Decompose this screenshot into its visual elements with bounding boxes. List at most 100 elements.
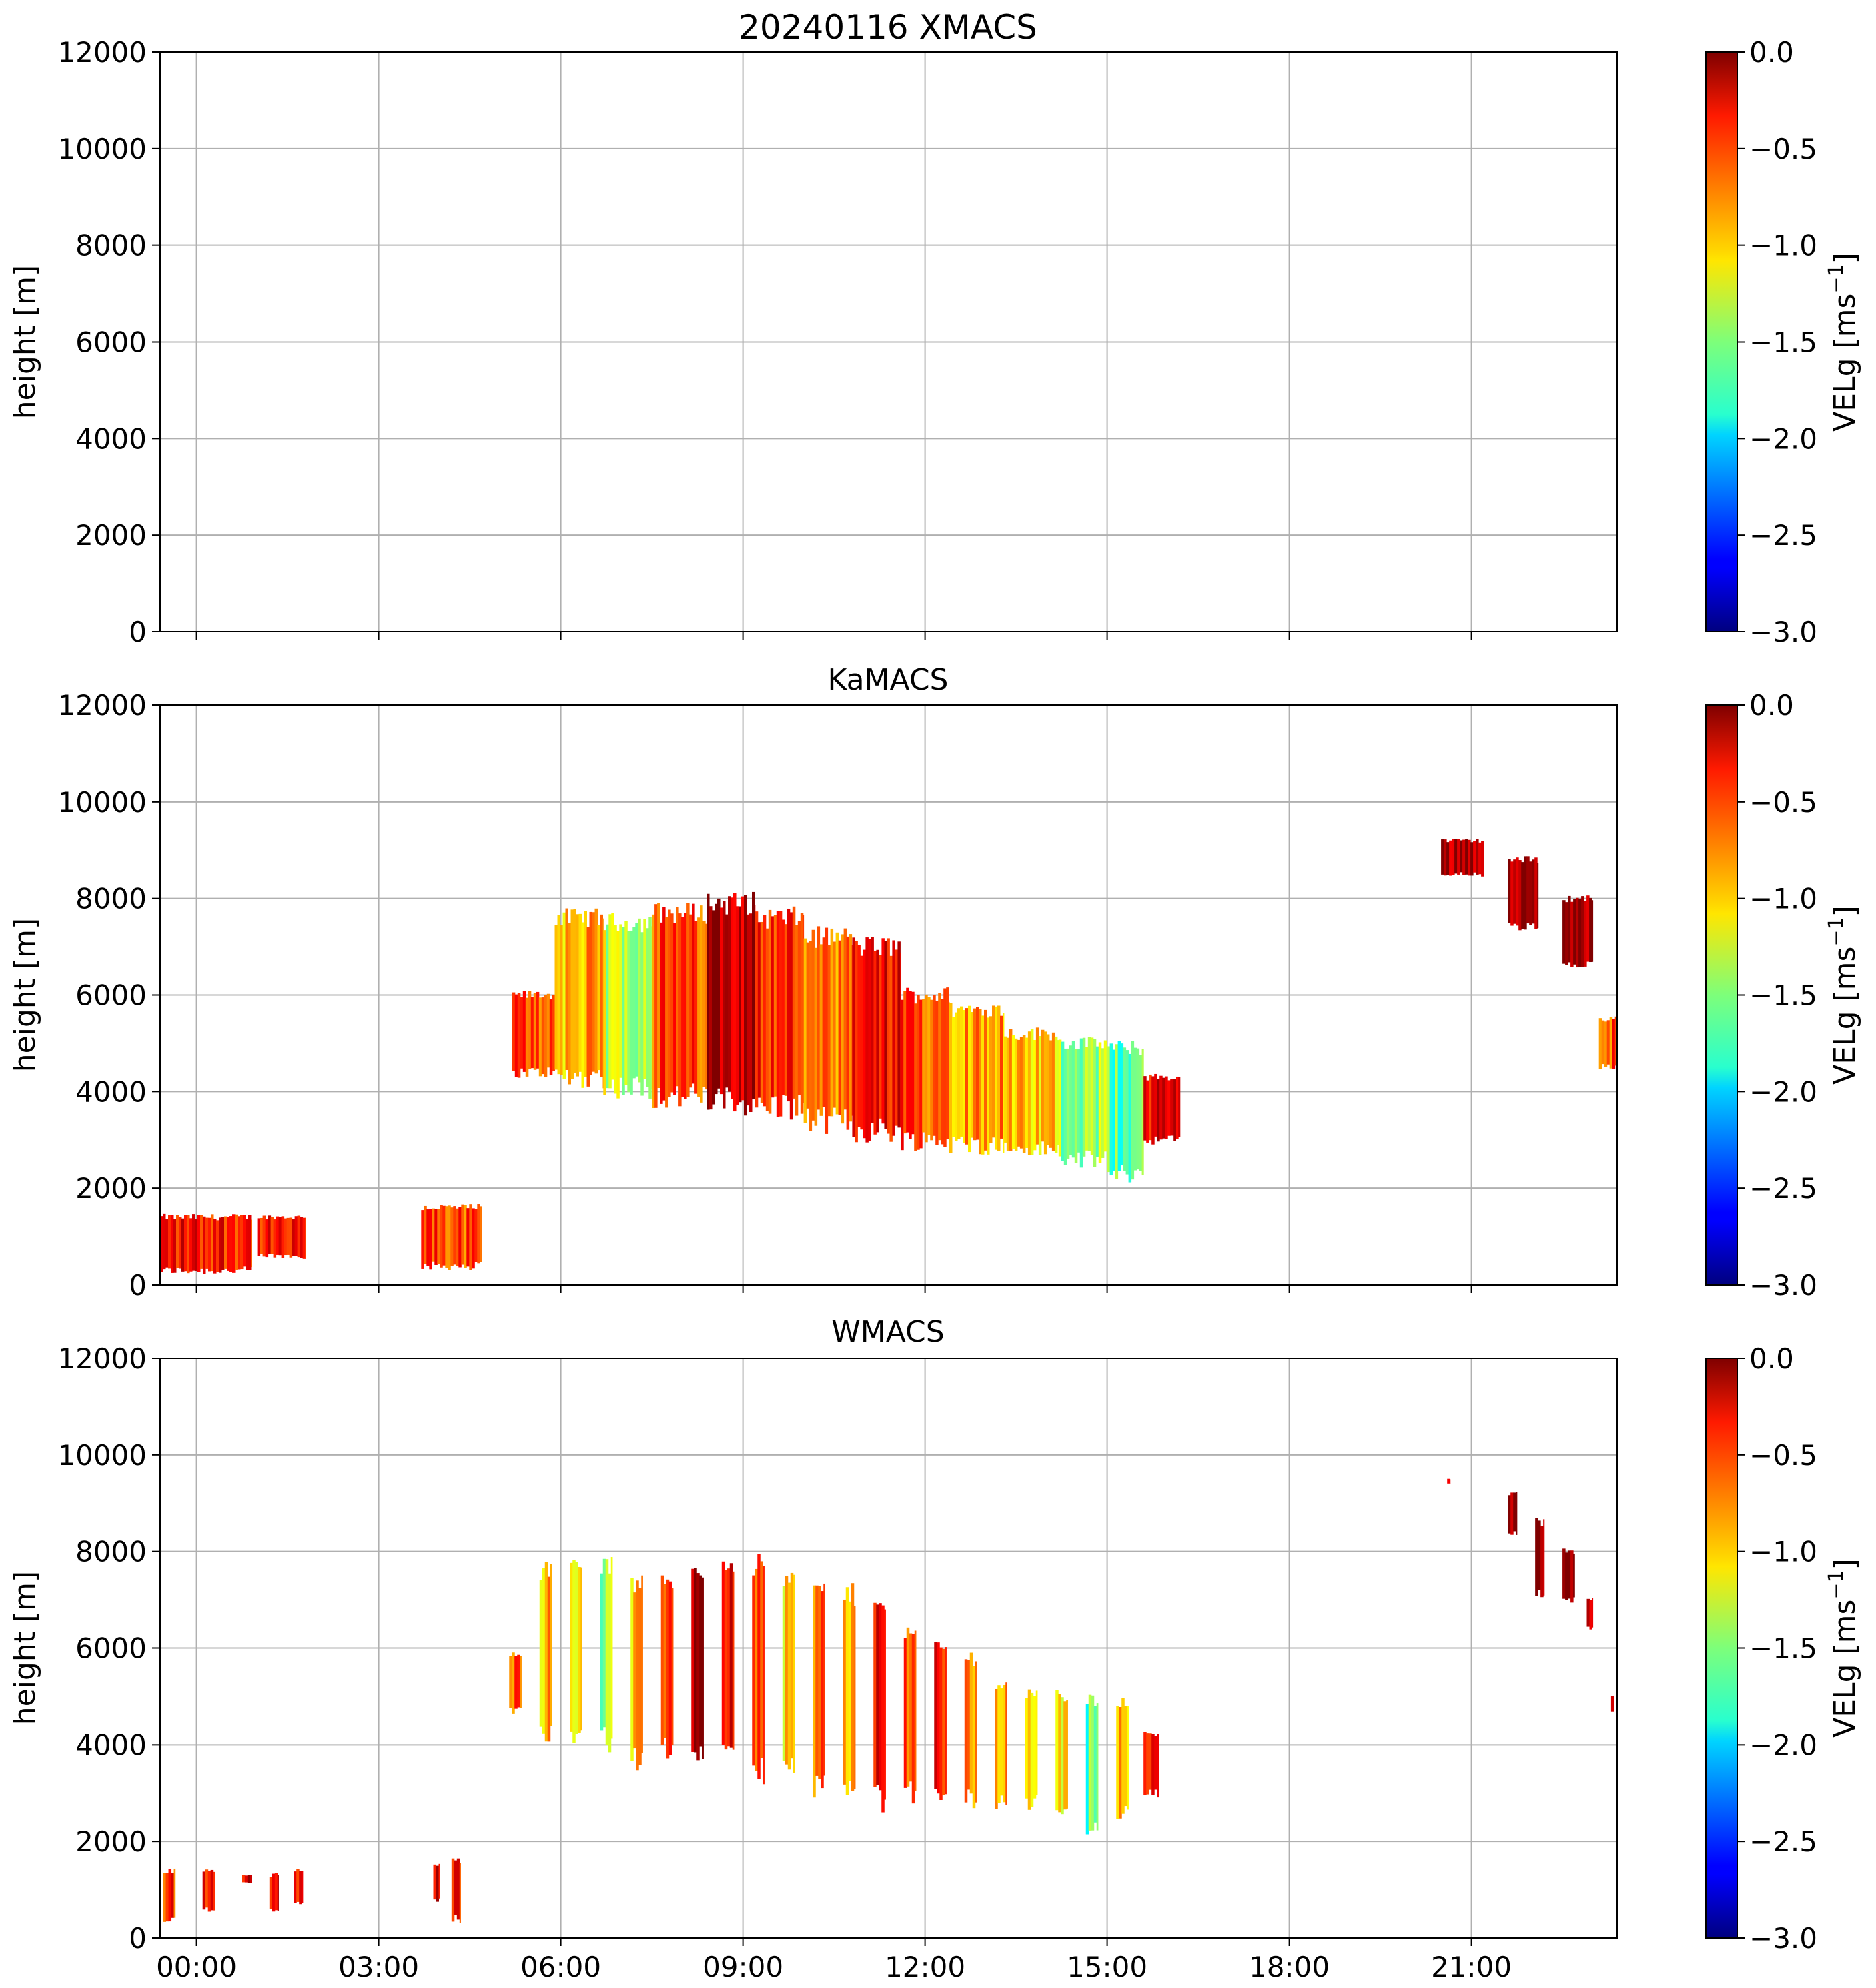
echo-column [876, 1604, 879, 1785]
echo-region [1055, 1690, 1068, 1815]
echo-column [578, 1567, 581, 1733]
echo-column [1540, 1526, 1544, 1598]
y-tick-label: 12000 [57, 1342, 147, 1375]
echo-column [1543, 1519, 1545, 1596]
echo-column [614, 925, 617, 1094]
echo-column [731, 897, 734, 1099]
echo-column [1441, 839, 1444, 875]
echo-column [509, 1656, 512, 1708]
echo-column [1167, 1080, 1171, 1136]
echo-column [752, 1575, 755, 1766]
echo-column [1452, 839, 1455, 875]
echo-region [294, 1869, 304, 1905]
echo-column [640, 932, 644, 1096]
echo-column [565, 908, 568, 1070]
echo-column [787, 1582, 791, 1770]
echo-column [611, 913, 614, 1080]
echo-column [787, 908, 791, 1102]
echo-column [741, 896, 745, 1101]
echo-column [525, 997, 529, 1077]
echo-column [546, 993, 550, 1068]
echo-column [1570, 1550, 1574, 1603]
echo-column [456, 1208, 459, 1266]
echo-column [795, 925, 799, 1116]
echo-column [863, 949, 866, 1139]
echo-column [432, 1208, 435, 1262]
echo-column [1146, 1733, 1149, 1795]
echo-column [1074, 1049, 1078, 1163]
echo-region [1025, 1689, 1038, 1810]
echo-region [163, 1868, 176, 1922]
xmacs-panel: 20240116 XMACS 0 2000 4000 6000 8000 10000 120… [8, 8, 1862, 648]
echo-column [1518, 860, 1522, 931]
echo-column [1151, 1076, 1155, 1145]
echo-region [964, 1652, 977, 1809]
echo-column [768, 909, 772, 1114]
echo-column [433, 1864, 436, 1900]
echo-column [942, 1648, 945, 1795]
echo-column [597, 925, 600, 1071]
echo-column [976, 1007, 979, 1140]
echo-column [760, 921, 764, 1103]
echo-column [715, 903, 718, 1095]
echo-column [946, 987, 949, 1139]
echo-column [806, 942, 810, 1109]
x-tick-label: 06:00 [520, 1951, 601, 1983]
echo-column [995, 1006, 998, 1150]
echo-column [971, 1012, 974, 1138]
echo-column [1510, 1492, 1514, 1535]
echo-column [1568, 895, 1571, 963]
y-tick-label: 8000 [75, 229, 147, 262]
echo-column [1481, 841, 1484, 877]
echo-column [437, 1209, 440, 1264]
echo-column [544, 1562, 548, 1742]
echo-column [602, 1558, 606, 1728]
echo-column [1576, 897, 1579, 968]
echo-column [600, 1573, 604, 1731]
colorbar-tick-label: −1.5 [1749, 326, 1817, 359]
echo-column [533, 993, 537, 1070]
echo-column [189, 1218, 193, 1272]
y-tick-label: 4000 [75, 1075, 147, 1108]
echo-column [1061, 1041, 1065, 1161]
echo-column [211, 1214, 214, 1272]
echo-column [1093, 1039, 1097, 1167]
y-tick-label: 2000 [75, 519, 147, 552]
echo-column [530, 996, 534, 1069]
echo-column [570, 1562, 573, 1732]
x-tick-label: 03:00 [338, 1951, 419, 1983]
colorbar-tick-label: −1.0 [1749, 229, 1817, 262]
echo-region [451, 1858, 461, 1923]
colorbar-tick-label: −2.0 [1749, 1075, 1817, 1108]
echo-column [269, 1877, 273, 1909]
echo-column [1077, 1049, 1081, 1153]
echo-column [544, 995, 548, 1077]
echo-column [821, 1591, 824, 1789]
echo-column [426, 1209, 430, 1266]
echo-column [202, 1871, 206, 1910]
echo-column [721, 1561, 725, 1745]
echo-column [568, 923, 571, 1085]
echo-column [1046, 1034, 1050, 1145]
echo-column [1513, 859, 1516, 924]
echo-column [210, 1869, 214, 1911]
echo-column [933, 995, 936, 1136]
echo-column [1508, 859, 1511, 923]
colorbar-tick-label: −3.0 [1749, 1269, 1817, 1302]
colorbar-label-end: ] [1828, 905, 1862, 917]
echo-column [841, 934, 845, 1124]
colorbar: 0.0 −0.5 −1.0 −1.5 −2.0 −2.5 −3.0 VELg [ms−1] [1705, 1342, 1862, 1955]
echo-column [911, 991, 915, 1135]
echo-region [1586, 1598, 1594, 1630]
echo-region [1085, 1694, 1099, 1835]
x-tick-label: 21:00 [1431, 1951, 1512, 1983]
echo-column [1087, 1037, 1091, 1151]
echo-column [979, 1009, 982, 1155]
echo-column [1027, 1689, 1031, 1810]
echo-column [278, 1217, 282, 1256]
echo-column [1098, 1042, 1102, 1163]
echo-region [1447, 1478, 1451, 1484]
echo-column [1011, 1035, 1015, 1149]
echo-column [678, 913, 682, 1107]
